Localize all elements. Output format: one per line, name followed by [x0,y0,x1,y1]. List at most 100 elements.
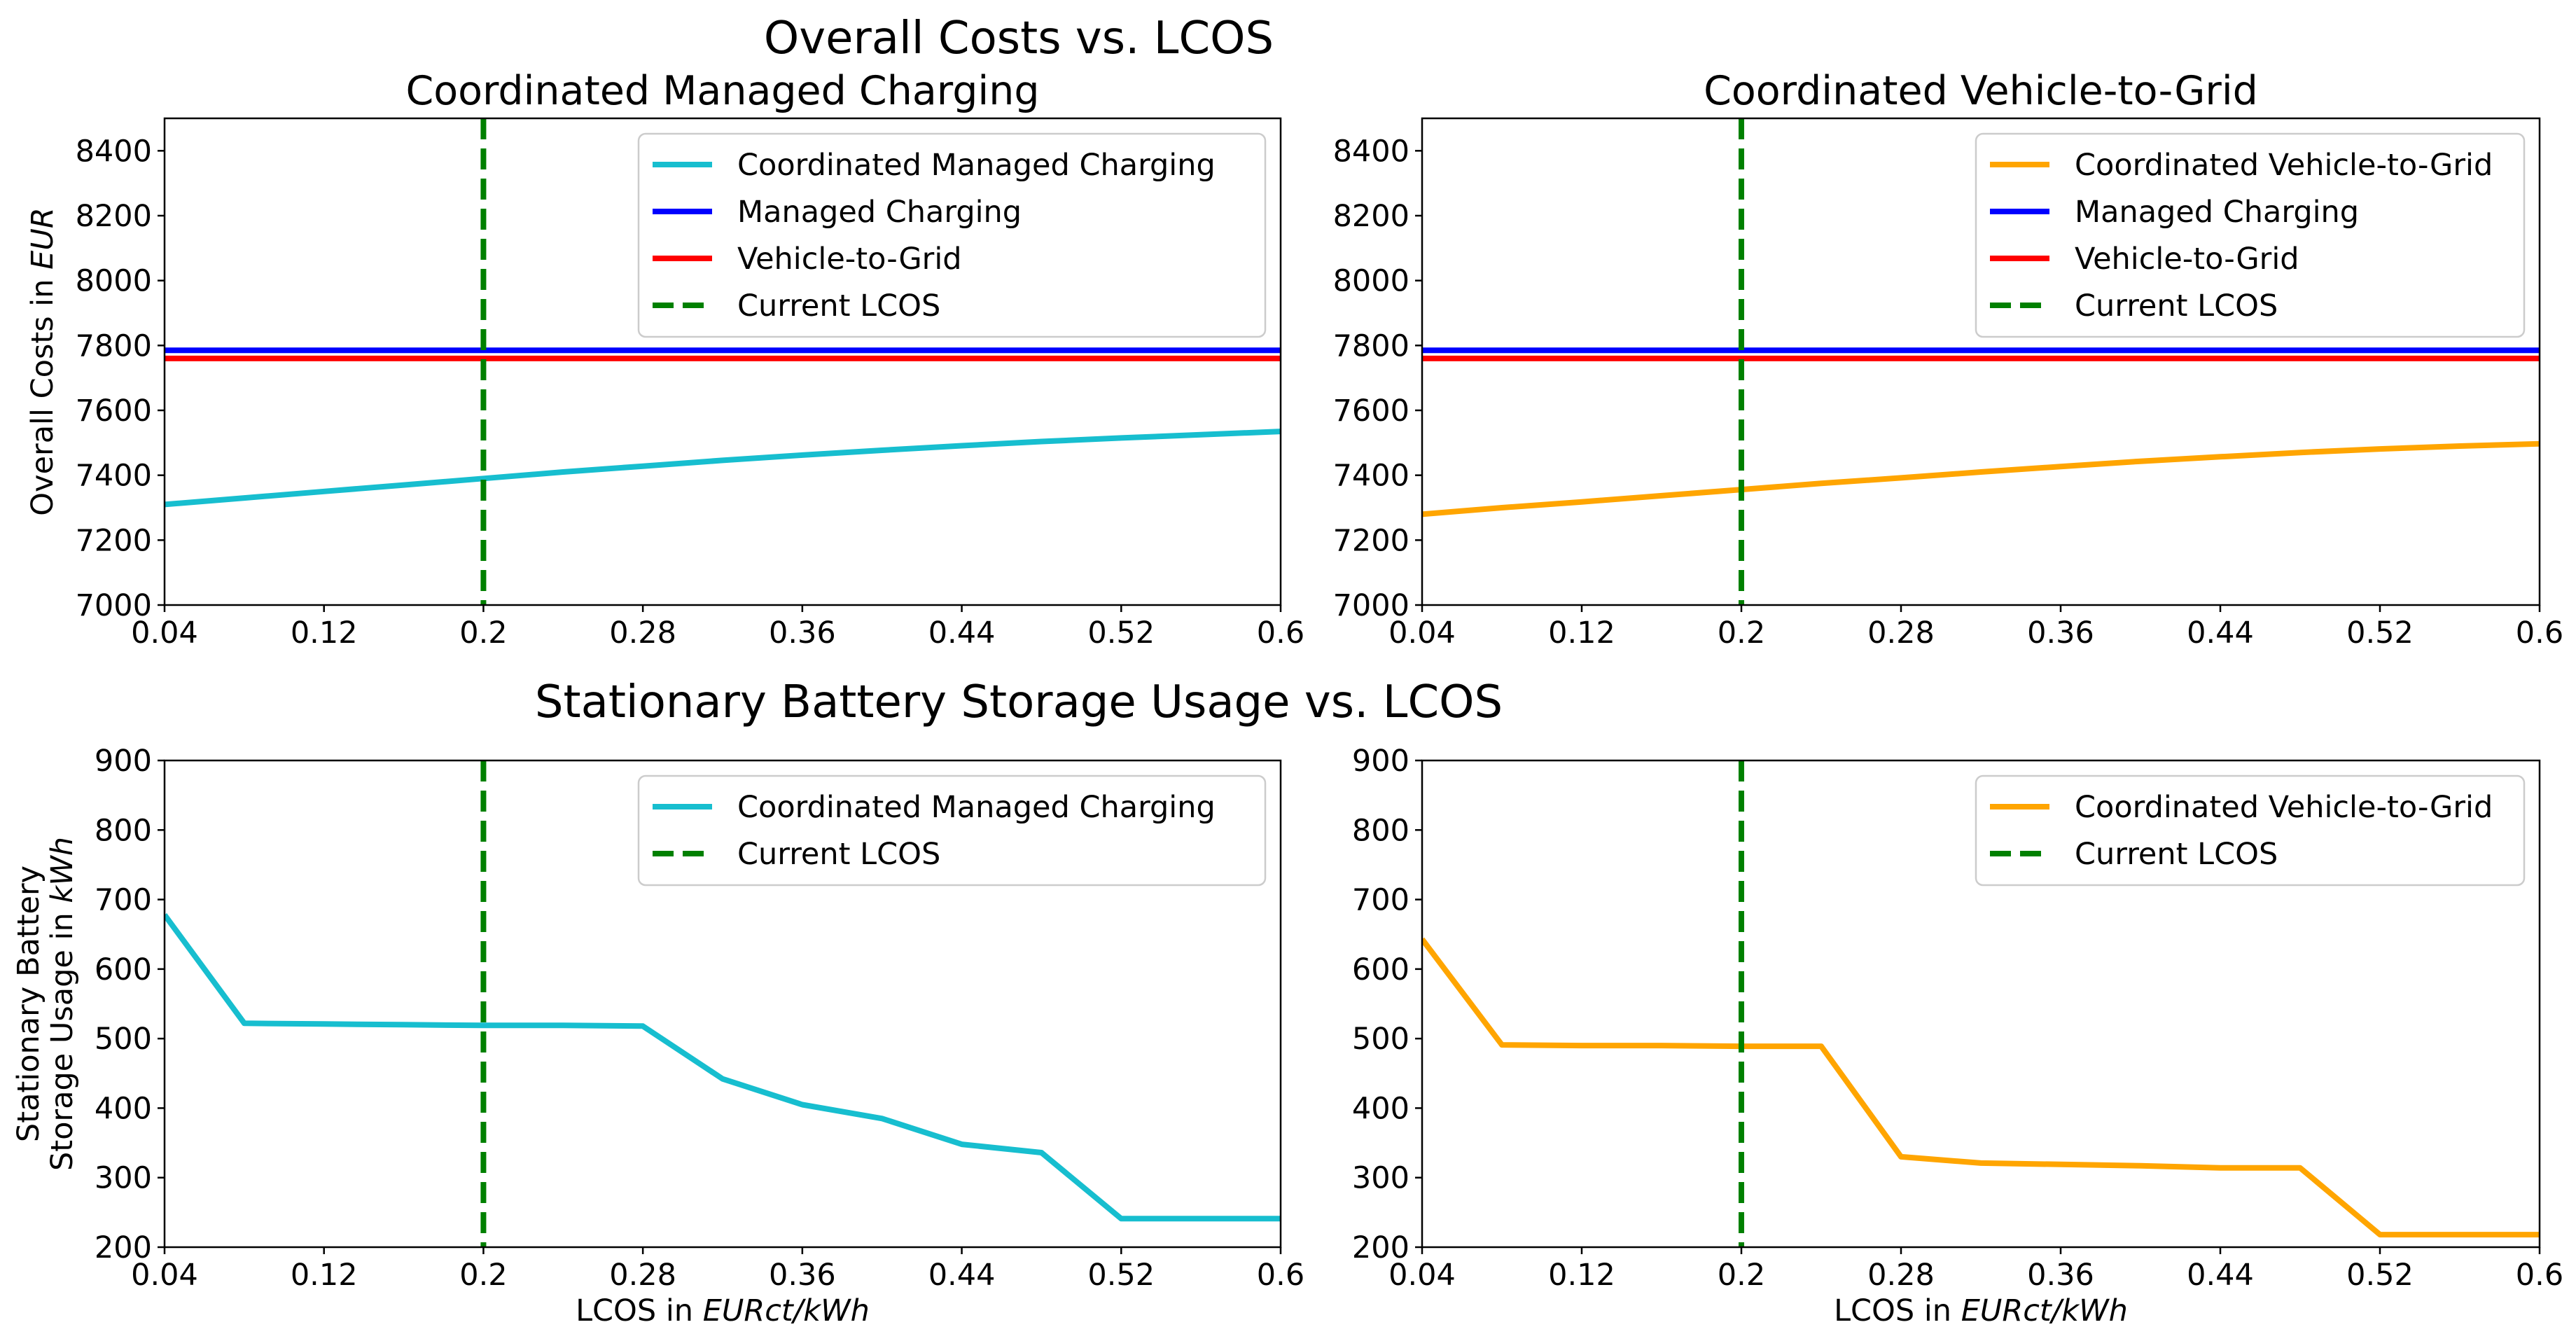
chart-panel-cmc-usage: 0.04 0.12 0.2 0.28 0.36 0.44 0.52 0.6 200 300 400 5… [11,744,1304,1328]
legend-item: Managed Charging [653,195,1022,230]
y-tick-label: 700 [1352,883,1409,918]
x-tick-label: 0.12 [291,1258,358,1293]
plot-frame [163,117,1282,606]
bottom-suptitle: Stationary Battery Storage Usage vs. LCO… [535,676,1503,728]
legend-label: Current LCOS [737,289,940,324]
legend-item: Coordinated Vehicle-to-Grid [1990,790,2493,825]
x-axis-label: LCOS in EURct/kWh [576,1293,870,1328]
y-axis-label: Overall Costs in EUR [25,207,60,515]
plot-frame [1421,117,2541,606]
y-tick-label: 8000 [76,264,152,299]
x-tick-label: 0.52 [2346,1258,2414,1293]
x-tick-label: 0.6 [1257,1258,1304,1293]
plot-frame [1421,759,2541,1249]
y-axis-label-line-2: Storage Usage in kWh [45,837,80,1171]
legend-item: Coordinated Managed Charging [653,790,1216,825]
y-tick-label: 8000 [1333,264,1409,299]
legend-item: Coordinated Managed Charging [653,148,1216,183]
x-tick-label: 0.2 [1718,1258,1765,1293]
y-tick-label: 600 [1352,952,1409,987]
legend-label: Coordinated Vehicle-to-Grid [2075,148,2493,183]
legend-label: Vehicle-to-Grid [737,242,962,277]
y-tick-label: 7400 [1333,459,1409,494]
legend-label: Coordinated Managed Charging [737,790,1216,825]
legend-item: Vehicle-to-Grid [1990,242,2299,277]
legend-label: Managed Charging [737,195,1022,230]
x-tick-label: 0.2 [1718,616,1765,651]
series-line-coordinated-managed-charging [165,913,1281,1222]
legend-label: Coordinated Managed Charging [737,148,1216,183]
y-tick-label: 800 [95,813,152,848]
y-tick-label: 500 [95,1022,152,1057]
y-tick-label: 800 [1352,813,1409,848]
legend-box [637,774,1267,887]
x-tick-label: 0.36 [2027,616,2094,651]
legend-item: Current LCOS [1990,837,2278,872]
y-tick-label: 7800 [76,328,152,363]
x-tick-label: 0.28 [1867,616,1935,651]
x-tick-label: 0.44 [928,1258,996,1293]
panel-title: Coordinated Vehicle-to-Grid [1704,68,2258,114]
legend-box [637,132,1267,338]
y-tick-label: 8200 [76,199,152,234]
y-tick-label: 200 [95,1230,152,1265]
x-tick-label: 0.04 [131,616,198,651]
y-tick-label: 900 [1352,744,1409,779]
legend: Coordinated Vehicle-to-Grid Managed Charg… [1975,132,2526,338]
x-tick-label: 0.6 [1257,616,1304,651]
legend-box [1975,774,2526,887]
chart-panel-cmc-costs: 0.04 0.12 0.2 0.28 0.36 0.44 0.52 0.6 7000 7200 74… [25,68,1304,651]
x-tick-label: 0.36 [2027,1258,2094,1293]
legend-label: Managed Charging [2075,195,2359,230]
legend-item: Coordinated Vehicle-to-Grid [1990,148,2493,183]
y-tick-label: 500 [1352,1022,1409,1057]
x-tick-label: 0.52 [1087,1258,1155,1293]
legend-label: Vehicle-to-Grid [2075,242,2299,277]
legend-label: Current LCOS [2075,837,2278,872]
y-tick-label: 7000 [1333,588,1409,623]
legend-box [1975,132,2526,338]
x-tick-label: 0.6 [2516,616,2563,651]
x-tick-label: 0.2 [459,616,507,651]
x-tick-label: 0.12 [1548,616,1615,651]
legend-item: Current LCOS [653,289,940,324]
x-tick-label: 0.04 [1388,616,1456,651]
y-tick-label: 8400 [76,134,152,169]
x-tick-label: 0.12 [1548,1258,1615,1293]
y-tick-label: 300 [1352,1161,1409,1196]
legend-item: Current LCOS [1990,289,2278,324]
y-tick-label: 400 [95,1091,152,1126]
x-tick-label: 0.04 [131,1258,198,1293]
legend-label: Current LCOS [2075,289,2278,324]
y-tick-label: 600 [95,952,152,987]
x-tick-label: 0.12 [291,616,358,651]
x-tick-label: 0.04 [1388,1258,1456,1293]
x-tick-label: 0.28 [609,1258,676,1293]
x-tick-label: 0.2 [459,1258,507,1293]
y-tick-label: 7000 [76,588,152,623]
chart-panel-cv2g-costs: 0.04 0.12 0.2 0.28 0.36 0.44 0.52 0.6 7000 7200 74… [1333,68,2564,651]
y-tick-label: 8400 [1333,134,1409,169]
x-tick-label: 0.52 [1087,616,1155,651]
y-tick-label: 7600 [76,394,152,429]
legend: Coordinated Managed Charging Current LCOS [637,774,1267,887]
x-tick-label: 0.36 [769,1258,836,1293]
x-tick-label: 0.44 [2187,616,2254,651]
x-tick-label: 0.52 [2346,616,2414,651]
series-line-coordinated-managed-charging [165,429,1281,508]
panel-title: Coordinated Managed Charging [405,68,1039,114]
chart-panel-cv2g-usage: 0.04 0.12 0.2 0.28 0.36 0.44 0.52 0.6 200 300 400 5… [1352,744,2563,1328]
y-tick-label: 900 [95,744,152,779]
y-tick-label: 8200 [1333,199,1409,234]
series-line-coordinated-vehicle-to-grid [1422,440,2540,517]
series-line-coordinated-vehicle-to-grid [1422,937,2540,1238]
x-axis-label: LCOS in EURct/kWh [1834,1293,2128,1328]
plot-frame [163,759,1282,1249]
legend-item: Current LCOS [653,837,940,872]
x-tick-label: 0.44 [2187,1258,2254,1293]
legend-item: Vehicle-to-Grid [653,242,962,277]
y-tick-label: 7400 [76,459,152,494]
legend: Coordinated Vehicle-to-Grid Current LCOS [1975,774,2526,887]
legend-label: Current LCOS [737,837,940,872]
